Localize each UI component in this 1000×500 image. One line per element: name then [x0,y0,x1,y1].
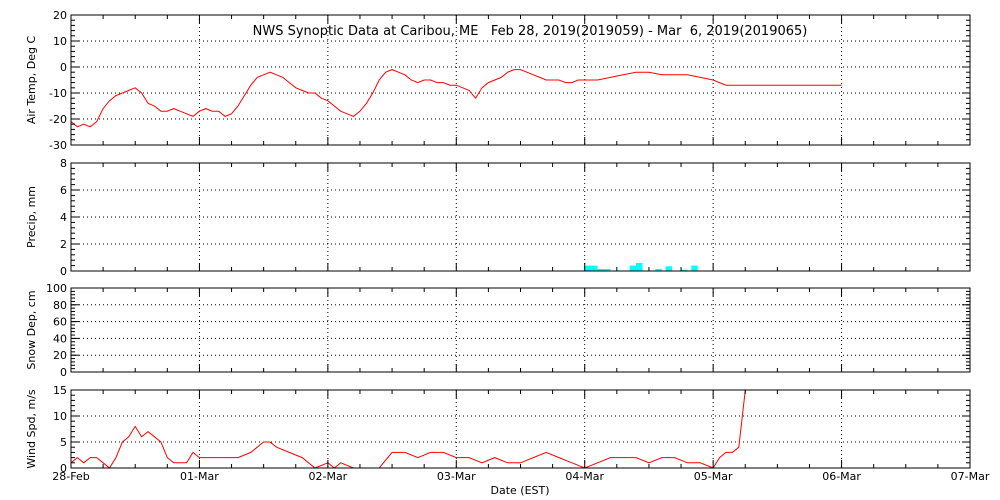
x-tick-label: 06-Mar [822,470,861,483]
x-tick-label: 04-Mar [565,470,604,483]
y-tick-label: 20 [53,9,67,22]
y-tick-label: 15 [53,384,67,397]
x-tick-label: 05-Mar [694,470,733,483]
chart-title: NWS Synoptic Data at Caribou, ME Feb 28,… [253,24,808,39]
panel-frame [70,287,971,373]
x-tick-label: 03-Mar [437,470,476,483]
precip-bar [629,265,637,271]
panel-frame [70,389,971,469]
x-tick-label: 28-Feb [52,470,89,483]
y-tick-label: 2 [60,238,67,251]
y-tick-label: -30 [49,139,67,152]
y-axis-label: Wind Spd, m/s [25,389,38,469]
precip-bar [603,268,611,271]
y-tick-label: 100 [46,282,67,295]
y-tick-label: -20 [49,113,67,126]
y-axis-label: Air Temp, Deg C [25,36,38,125]
y-tick-label: 60 [53,316,67,329]
chart-panels: -30 -20 -10 0 10 20 Air Temp, Deg C 0 2 4 6 8 Precip… [25,9,990,483]
y-tick-label: 4 [60,211,67,224]
precip-bar [691,265,698,271]
precip-bar [636,262,643,271]
y-tick-label: 5 [60,436,67,449]
y-tick-label: 0 [60,462,67,475]
panel-wind-speed: 0 5 10 15 Wind Spd, m/s [25,384,971,475]
y-axis-label: Precip, mm [25,186,38,248]
y-tick-label: 10 [53,35,67,48]
y-tick-label: 6 [60,184,67,197]
precip-bar [597,268,604,271]
precip-bar [655,268,662,271]
y-tick-label: 10 [53,410,67,423]
x-tick-label: 01-Mar [180,470,219,483]
y-axis-label: Snow Dep, cm [25,290,38,369]
panel-air-temp: -30 -20 -10 0 10 20 Air Temp, Deg C [25,9,971,152]
panel-precip: 0 2 4 6 8 Precip, mm [25,157,971,278]
precip-bar [681,269,688,271]
series-wind-speed [70,389,746,469]
precip-bar [665,266,673,271]
y-tick-label: -10 [49,87,67,100]
y-tick-label: 0 [60,265,67,278]
y-tick-label: 0 [60,366,67,379]
x-tick-label: 07-Mar [951,470,990,483]
x-axis-label: Date (EST) [490,484,549,497]
y-tick-label: 40 [53,332,67,345]
y-tick-label: 0 [60,61,67,74]
series-air-temp [70,69,842,128]
y-tick-label: 20 [53,349,67,362]
x-tick-label: 02-Mar [308,470,347,483]
y-tick-label: 80 [53,299,67,312]
panel-snow-depth: 0 20 40 60 80 100 Snow Dep, cm [25,282,971,379]
precip-bar [591,265,598,271]
y-tick-label: 8 [60,157,67,170]
precip-bar [584,265,592,271]
